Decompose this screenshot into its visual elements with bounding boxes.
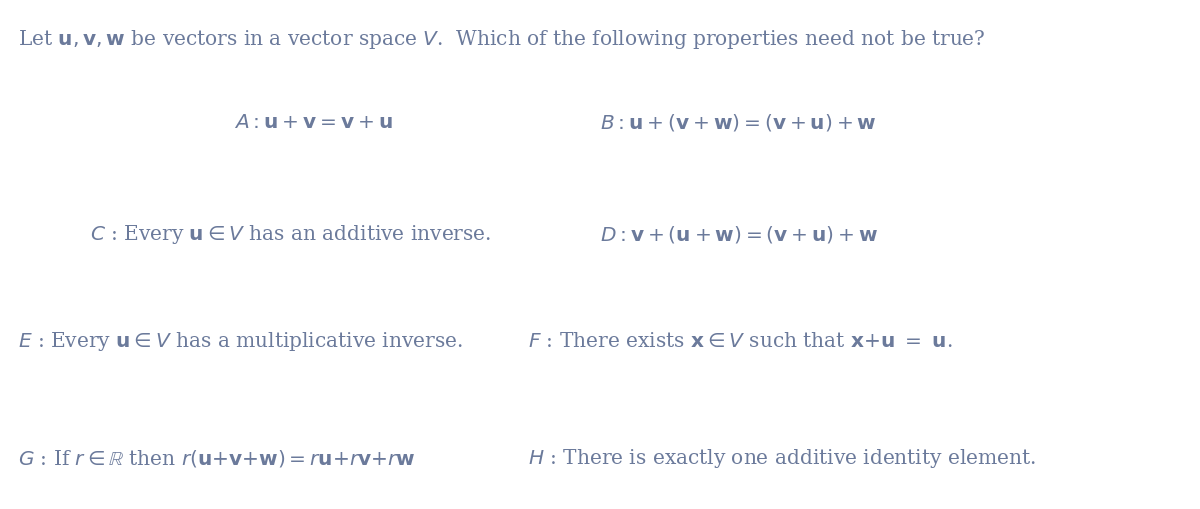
Text: $E$ : Every $\mathbf{u} \in V$ has a multiplicative inverse.: $E$ : Every $\mathbf{u} \in V$ has a mul… (18, 329, 463, 353)
Text: $C$ : Every $\mathbf{u} \in V$ has an additive inverse.: $C$ : Every $\mathbf{u} \in V$ has an ad… (90, 222, 491, 246)
Text: $B : \mathbf{u} + (\mathbf{v} + \mathbf{w}) = (\mathbf{v} + \mathbf{u}) + \mathb: $B : \mathbf{u} + (\mathbf{v} + \mathbf{… (600, 111, 877, 133)
Text: Let $\mathbf{u}, \mathbf{v}, \mathbf{w}$ be vectors in a vector space $V$.  Whic: Let $\mathbf{u}, \mathbf{v}, \mathbf{w}$… (18, 28, 985, 51)
Text: $F$ : There exists $\mathbf{x} \in V$ such that $\mathbf{x}$+$\mathbf{u}$ $=$ $\: $F$ : There exists $\mathbf{x} \in V$ su… (528, 331, 953, 351)
Text: $G$ : If $r \in \mathbb{R}$ then $r(\mathbf{u}$+$\mathbf{v}$+$\mathbf{w}) = r\ma: $G$ : If $r \in \mathbb{R}$ then $r(\mat… (18, 447, 415, 469)
Text: $H$ : There is exactly one additive identity element.: $H$ : There is exactly one additive iden… (528, 446, 1036, 470)
Text: $D : \mathbf{v} + (\mathbf{u} + \mathbf{w}) = (\mathbf{v} + \mathbf{u}) + \mathb: $D : \mathbf{v} + (\mathbf{u} + \mathbf{… (600, 223, 878, 245)
Text: $A : \mathbf{u} + \mathbf{v} = \mathbf{v} + \mathbf{u}$: $A : \mathbf{u} + \mathbf{v} = \mathbf{v… (234, 112, 392, 132)
